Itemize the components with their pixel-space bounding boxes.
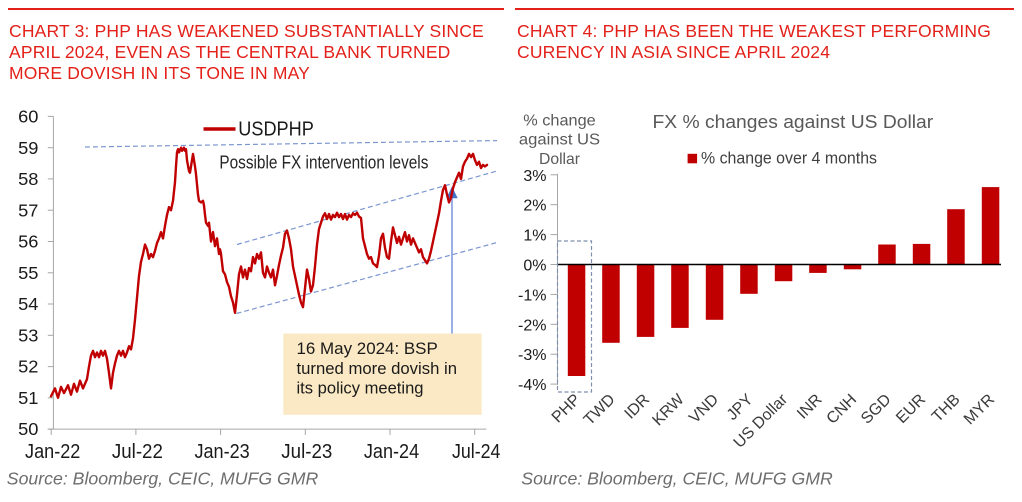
svg-text:Jul-23: Jul-23: [281, 441, 332, 463]
svg-text:60: 60: [18, 107, 39, 127]
svg-text:against US: against US: [519, 132, 600, 149]
svg-text:1%: 1%: [523, 228, 546, 245]
svg-text:Jul-22: Jul-22: [112, 441, 163, 463]
svg-text:THB: THB: [929, 391, 964, 426]
svg-text:3%: 3%: [523, 168, 546, 185]
svg-text:16 May 2024: BSP: 16 May 2024: BSP: [297, 339, 438, 358]
svg-text:Jul-24: Jul-24: [452, 441, 501, 463]
svg-text:-2%: -2%: [518, 317, 546, 334]
svg-text:53: 53: [18, 325, 38, 345]
svg-text:59: 59: [18, 138, 38, 158]
svg-text:Dollar: Dollar: [539, 151, 581, 168]
svg-text:56: 56: [18, 232, 38, 252]
svg-text:-3%: -3%: [518, 347, 546, 364]
svg-text:-4%: -4%: [518, 377, 546, 394]
svg-text:% change: % change: [523, 113, 596, 130]
svg-text:2%: 2%: [523, 198, 546, 215]
svg-text:52: 52: [18, 357, 38, 377]
svg-text:57: 57: [18, 200, 38, 220]
svg-text:IDR: IDR: [622, 391, 654, 423]
svg-text:Source: Bloomberg, CEIC, MUFG: Source: Bloomberg, CEIC, MUFG GMR: [7, 469, 319, 489]
svg-text:CNH: CNH: [824, 391, 861, 428]
svg-text:SGD: SGD: [858, 391, 895, 428]
svg-text:EUR: EUR: [893, 391, 929, 427]
svg-text:USDPHP: USDPHP: [238, 118, 313, 141]
svg-text:its policy meeting: its policy meeting: [297, 379, 424, 398]
svg-text:TWD: TWD: [581, 391, 619, 429]
svg-text:54: 54: [18, 294, 39, 314]
svg-text:50: 50: [18, 419, 39, 439]
svg-text:55: 55: [18, 263, 38, 283]
svg-text:Jan-24: Jan-24: [364, 441, 419, 463]
svg-text:Possible FX intervention level: Possible FX intervention levels: [219, 151, 428, 172]
svg-text:58: 58: [18, 169, 38, 189]
svg-text:0%: 0%: [523, 258, 546, 275]
svg-text:Jan-23: Jan-23: [194, 441, 249, 463]
svg-text:Jan-22: Jan-22: [25, 441, 80, 463]
svg-text:KRW: KRW: [649, 390, 688, 429]
svg-text:% change over 4 months: % change over 4 months: [701, 149, 877, 167]
svg-text:-1%: -1%: [518, 287, 546, 304]
svg-text:MYR: MYR: [961, 391, 998, 428]
svg-text:VND: VND: [686, 391, 722, 427]
svg-text:turned more dovish in: turned more dovish in: [297, 359, 458, 378]
svg-text:INR: INR: [794, 391, 826, 423]
svg-text:PHP: PHP: [549, 391, 584, 426]
svg-text:Source: Bloomberg, CEIC, MUFG: Source: Bloomberg, CEIC, MUFG GMR: [521, 469, 833, 489]
svg-text:FX % changes against US Dollar: FX % changes against US Dollar: [653, 112, 934, 132]
svg-text:51: 51: [18, 388, 38, 408]
